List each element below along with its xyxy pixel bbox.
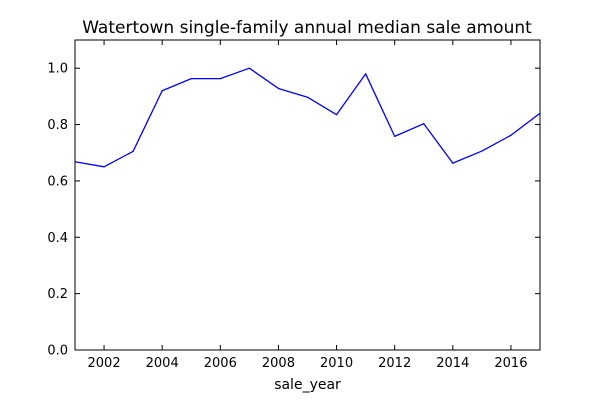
- data-point: [132, 150, 134, 152]
- y-tick-label: 0.4: [47, 231, 68, 246]
- axis-ticks: 2002 2004 2006 2008 2010 2012 2014 2016 0.0 0.2 0.…: [47, 40, 540, 371]
- data-point: [161, 90, 163, 92]
- data-point: [510, 134, 512, 136]
- y-tick-label: 0.6: [47, 174, 68, 189]
- x-tick-label: 2002: [88, 356, 121, 371]
- series-line-0: [74, 67, 541, 168]
- data-point: [365, 73, 367, 75]
- data-point: [277, 87, 280, 90]
- data-point: [452, 162, 454, 164]
- x-tick-label: 2004: [146, 356, 179, 371]
- data-point: [335, 114, 338, 116]
- plot-frame: [74, 39, 541, 351]
- y-tick-label: 0.2: [47, 287, 68, 302]
- data-point: [394, 135, 396, 137]
- x-axis-label: sale_year: [274, 377, 341, 393]
- x-tick-label: 2010: [320, 356, 353, 371]
- data-point: [219, 78, 221, 80]
- data-point: [103, 166, 105, 168]
- data-point: [306, 96, 309, 98]
- y-tick-label: 1.0: [47, 62, 68, 77]
- plot-area: [74, 67, 541, 168]
- x-tick-label: 2008: [262, 356, 295, 371]
- x-tick-label: 2014: [436, 356, 469, 371]
- y-tick-label: 0.8: [47, 118, 68, 133]
- x-tick-label: 2012: [378, 356, 411, 371]
- x-tick-label: 2006: [204, 356, 237, 371]
- x-tick-label: 2016: [494, 356, 527, 371]
- data-point: [423, 123, 425, 125]
- chart-title: Watertown single-family annual median sa…: [82, 18, 532, 38]
- data-point: [248, 67, 250, 69]
- data-point: [190, 78, 192, 80]
- y-tick-label: 0.0: [47, 344, 68, 359]
- data-point: [481, 150, 483, 152]
